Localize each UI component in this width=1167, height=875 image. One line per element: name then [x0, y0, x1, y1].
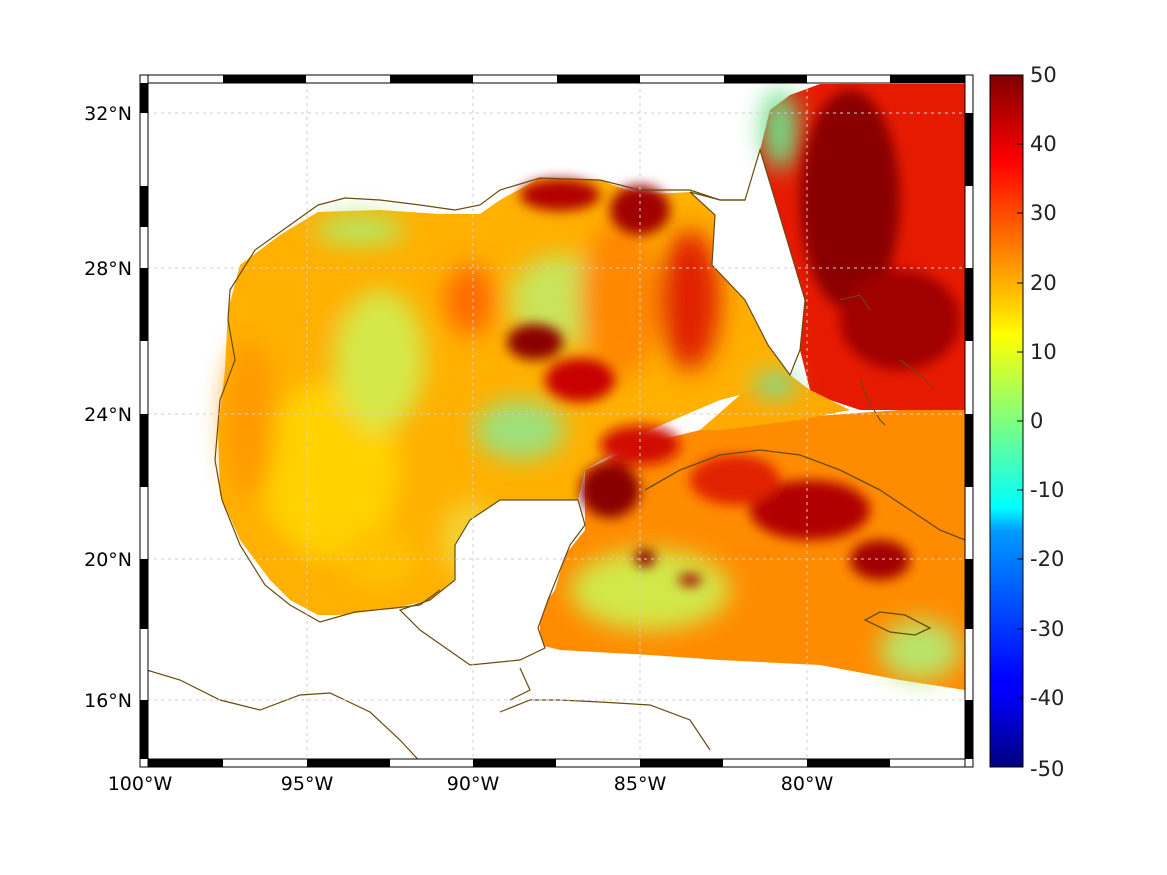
- lon-tick-label: 85°W: [614, 773, 667, 795]
- colorbar-tick-label: -50: [1030, 757, 1064, 781]
- yucatan-land: [398, 499, 586, 666]
- lat-tick-label: 28°N: [84, 258, 132, 280]
- map-frame: [139, 74, 974, 768]
- colorbar-tick-label: -30: [1030, 617, 1064, 641]
- central-america-coast: [140, 667, 711, 767]
- longitude-axis: 100°W 95°W 90°W 85°W 80°W: [108, 773, 834, 795]
- graticule: [140, 75, 973, 767]
- lon-tick-label: 100°W: [108, 773, 173, 795]
- bahamas-land: [839, 294, 936, 426]
- colorbar-tick-label: 50: [1030, 63, 1057, 87]
- florida-land: [689, 147, 806, 377]
- colorbar-tick-label: 0: [1030, 409, 1043, 433]
- colorbar-tick-label: -40: [1030, 686, 1064, 710]
- lon-tick-label: 95°W: [281, 773, 334, 795]
- lat-tick-label: 32°N: [84, 103, 132, 125]
- colorbar-tick-label: -10: [1030, 478, 1064, 502]
- colorbar-tick-label: 10: [1030, 340, 1057, 364]
- colorbar-ticks: [1017, 143, 1023, 699]
- lon-tick-label: 90°W: [447, 773, 500, 795]
- lat-tick-label: 20°N: [84, 549, 132, 571]
- colorbar-tick-label: -20: [1030, 547, 1064, 571]
- cuba-land: [644, 449, 966, 541]
- hot-spots: [507, 90, 960, 586]
- lat-tick-label: 16°N: [84, 690, 132, 712]
- florida-straits-field: [700, 375, 850, 430]
- jamaica-land: [863, 611, 932, 636]
- map-area: [139, 74, 974, 768]
- lon-tick-label: 80°W: [781, 773, 834, 795]
- lat-tick-label: 24°N: [84, 404, 132, 426]
- colorbar-tick-label: 30: [1030, 201, 1057, 225]
- colorbar-tick-label: 20: [1030, 271, 1057, 295]
- colorbar-tick-label: 40: [1030, 132, 1057, 156]
- colorbar: 50 40 30 20 10 0 -10 -20 -30 -40 -50: [989, 63, 1064, 781]
- gulf-coastline: [214, 177, 745, 623]
- field-detail: [225, 90, 960, 680]
- latitude-axis: 32°N 28°N 24°N 20°N 16°N: [84, 103, 132, 712]
